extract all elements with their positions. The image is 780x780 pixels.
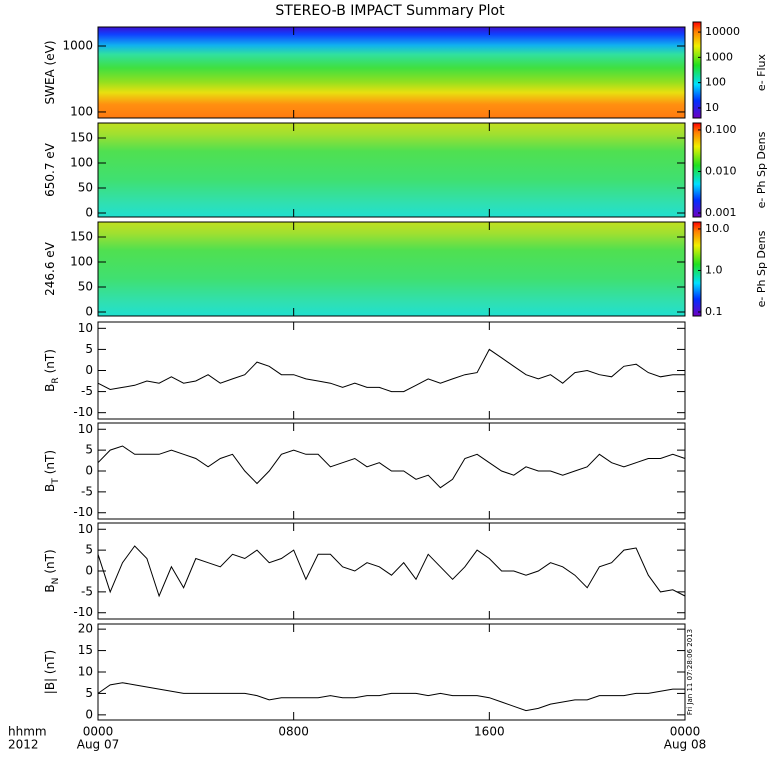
y-axis-label-part: (nT)	[43, 549, 57, 573]
y-tick-label: 0	[85, 206, 93, 220]
y-tick-label: 10	[78, 422, 93, 436]
y-axis-label: |B| (nT)	[43, 650, 57, 694]
y-tick-label: 100	[70, 255, 93, 269]
y-axis-label: SWEA (eV)	[43, 40, 57, 104]
y-tick-label: 20	[78, 622, 93, 636]
y-tick-label: 150	[70, 131, 93, 145]
y-axis-label-part: (nT)	[43, 450, 57, 474]
colorbar-tick-label: 10000	[705, 25, 740, 38]
y-tick-label: 1000	[62, 38, 93, 52]
colorbar-tick-label: 10	[705, 101, 719, 114]
y-tick-label: 10	[78, 321, 93, 335]
y-axis-label-part: B	[43, 584, 57, 592]
y-tick-label: -10	[73, 605, 93, 619]
y-tick-label: 0	[85, 305, 93, 319]
colorbar-label: e- Ph Sp Dens	[755, 230, 768, 307]
colorbar-tick-label: 0.1	[705, 305, 723, 318]
y-tick-label: -10	[73, 505, 93, 519]
colorbar-tick-label: 1000	[705, 50, 733, 63]
y-axis-label: BN (nT)	[43, 549, 61, 592]
colorbar	[692, 21, 702, 119]
y-tick-label: 5	[85, 342, 93, 356]
x-tick-label: 0800	[278, 725, 309, 739]
y-tick-label: 10	[78, 665, 93, 679]
y-axis-label-part: B	[43, 384, 57, 392]
y-axis-label-part: 246.6 eV	[43, 241, 57, 296]
x-tick-label: 1600	[474, 725, 505, 739]
y-axis-label: BR (nT)	[43, 349, 61, 392]
line-series	[97, 445, 686, 489]
y-tick-label: 15	[78, 643, 93, 657]
colorbar	[692, 122, 702, 218]
colorbar-tick-label: 0.010	[705, 164, 737, 177]
colorbar-tick-label: 100	[705, 76, 726, 89]
colorbar-label: e- Ph Sp Dens	[755, 131, 768, 208]
colorbar-tick-label: 0.001	[705, 206, 737, 219]
y-tick-label: -5	[81, 584, 93, 598]
y-axis-label-part: T	[51, 478, 61, 485]
y-axis-label-part: 650.7 eV	[43, 142, 57, 197]
y-axis-label-part: N	[51, 578, 61, 585]
colorbar-label: e- Flux	[755, 53, 768, 91]
y-axis-label-part: |B| (nT)	[43, 650, 57, 694]
line-series	[97, 545, 686, 598]
y-tick-label: -10	[73, 405, 93, 419]
spectrogram	[98, 27, 685, 118]
y-tick-label: 0	[85, 707, 93, 721]
x-tick-label: 0000	[83, 725, 114, 739]
y-axis-label-part: R	[51, 377, 61, 383]
y-axis-label-part: SWEA (eV)	[43, 40, 57, 104]
x-tick-label: 0000	[670, 725, 701, 739]
y-tick-label: -5	[81, 384, 93, 398]
y-axis-label: BT (nT)	[43, 450, 61, 492]
y-tick-label: 5	[85, 443, 93, 457]
x-date-label: Aug 07	[77, 738, 120, 752]
line-series	[97, 348, 685, 393]
corner-label: hhmm	[8, 725, 47, 739]
panel-frame	[97, 26, 686, 119]
y-axis-label-part: (nT)	[43, 349, 57, 373]
y-tick-label: 100	[70, 156, 93, 170]
spectrogram	[98, 222, 685, 316]
panel-frame	[97, 122, 686, 218]
colorbar-tick-label: 0.100	[705, 123, 737, 136]
y-tick-label: 50	[78, 280, 93, 294]
panel-frame	[97, 221, 686, 317]
y-axis-label: 246.6 eV	[43, 241, 57, 296]
y-tick-label: 10	[78, 522, 93, 536]
corner-label: 2012	[8, 738, 39, 752]
colorbar	[692, 221, 702, 317]
spectrogram	[98, 123, 685, 217]
y-tick-label: 0	[85, 363, 93, 377]
y-axis-label-part: B	[43, 484, 57, 492]
colorbar-tick-label: 1.0	[705, 263, 723, 276]
y-tick-label: 0	[85, 564, 93, 578]
y-axis-label: 650.7 eV	[43, 142, 57, 197]
y-tick-label: 150	[70, 230, 93, 244]
timestamp: Fri Jan 11 07:28:06 2013	[686, 629, 694, 715]
y-tick-label: 0	[85, 464, 93, 478]
x-date-label: Aug 08	[664, 738, 707, 752]
y-tick-label: 5	[85, 686, 93, 700]
y-tick-label: 50	[78, 181, 93, 195]
y-tick-label: 100	[70, 104, 93, 118]
colorbar-tick-label: 10.0	[705, 222, 730, 235]
panel-frame	[97, 623, 686, 721]
y-tick-label: -5	[81, 484, 93, 498]
y-tick-label: 5	[85, 543, 93, 557]
panel-frame	[97, 321, 686, 420]
plot-title: STEREO-B IMPACT Summary Plot	[275, 3, 505, 19]
line-series	[97, 682, 685, 712]
